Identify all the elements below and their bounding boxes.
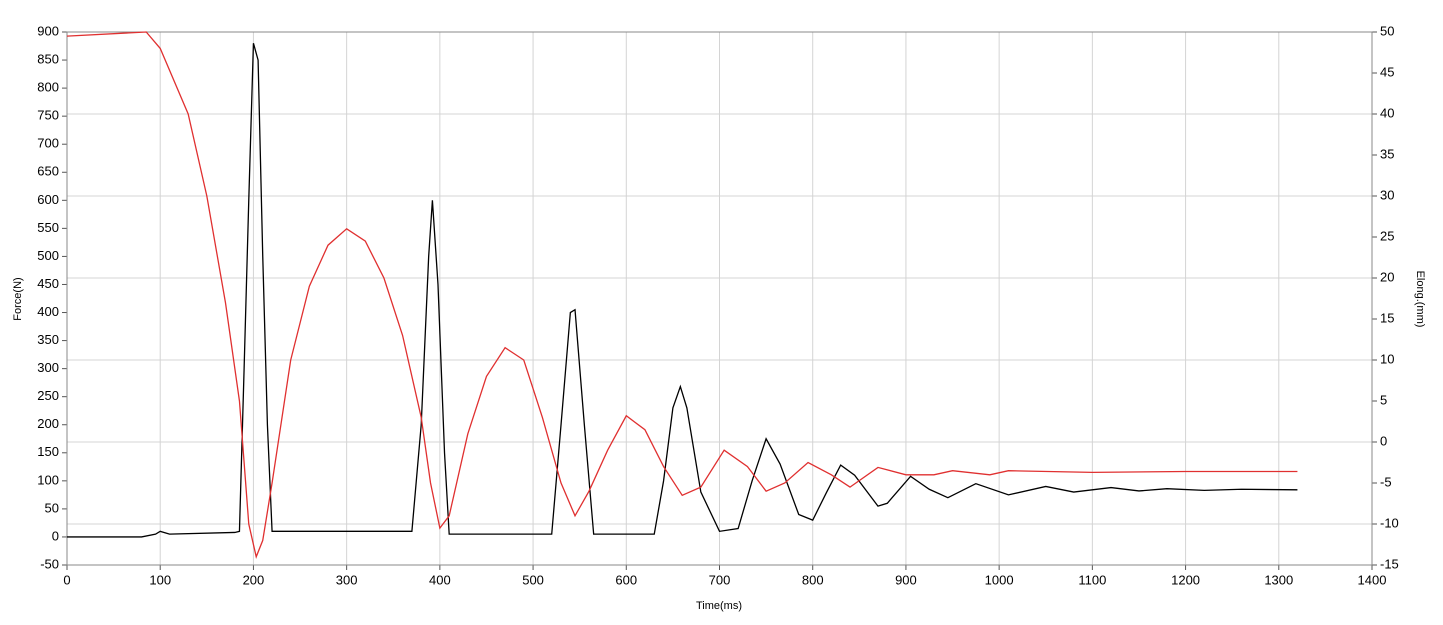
x-axis-label: Time(ms) xyxy=(696,600,742,612)
y2-tick-label: 45 xyxy=(1380,64,1394,79)
y2-tick-label: -10 xyxy=(1380,515,1399,530)
x-tick-label: 1400 xyxy=(1358,572,1387,587)
y-tick-label: 850 xyxy=(37,51,59,66)
x-tick-label: 900 xyxy=(895,572,917,587)
y2-tick-label: 40 xyxy=(1380,105,1394,120)
y-tick-label: 400 xyxy=(37,304,59,319)
y2-tick-label: 5 xyxy=(1380,392,1387,407)
y-tick-label: 500 xyxy=(37,248,59,263)
y-tick-label: 50 xyxy=(45,500,59,515)
y-tick-label: 550 xyxy=(37,220,59,235)
y-tick-label: 650 xyxy=(37,164,59,179)
y-tick-label: 900 xyxy=(37,23,59,38)
y2-tick-label: -5 xyxy=(1380,474,1392,489)
x-tick-label: 800 xyxy=(802,572,824,587)
y-tick-label: 350 xyxy=(37,332,59,347)
y-tick-label: 600 xyxy=(37,192,59,207)
x-tick-label: 600 xyxy=(615,572,637,587)
y2-tick-label: 0 xyxy=(1380,433,1387,448)
y-tick-label: -50 xyxy=(40,556,59,571)
x-tick-label: 700 xyxy=(709,572,731,587)
y2-tick-label: 20 xyxy=(1380,269,1394,284)
y-tick-label: 750 xyxy=(37,108,59,123)
y2-tick-label: 30 xyxy=(1380,187,1394,202)
y2-tick-label: 50 xyxy=(1380,23,1394,38)
y-tick-label: 100 xyxy=(37,472,59,487)
x-tick-label: 1200 xyxy=(1171,572,1200,587)
y-tick-label: 200 xyxy=(37,416,59,431)
x-tick-label: 1100 xyxy=(1078,572,1106,587)
y-tick-label: 150 xyxy=(37,444,59,459)
y2-tick-label: 15 xyxy=(1380,310,1394,325)
y2-tick-label: 10 xyxy=(1380,351,1394,366)
x-tick-label: 300 xyxy=(336,572,358,587)
y-tick-label: 300 xyxy=(37,360,59,375)
x-tick-label: 1000 xyxy=(985,572,1014,587)
y2-tick-label: -15 xyxy=(1380,556,1399,571)
y-tick-label: 800 xyxy=(37,80,59,95)
series-line xyxy=(67,43,1298,538)
x-tick-label: 1300 xyxy=(1264,572,1293,587)
x-tick-label: 0 xyxy=(63,572,70,587)
y-tick-label: 250 xyxy=(37,388,59,403)
y-tick-label: 450 xyxy=(37,276,59,291)
plot-border xyxy=(66,31,1373,566)
y-tick-label: 700 xyxy=(37,136,59,151)
x-tick-label: 100 xyxy=(149,572,171,587)
x-tick-label: 200 xyxy=(243,572,265,587)
series-line xyxy=(66,31,1298,559)
y2-tick-label: 25 xyxy=(1380,228,1394,243)
x-tick-label: 500 xyxy=(522,572,544,587)
y2-axis-label: Elong.(mm) xyxy=(1414,271,1426,328)
x-tick-label: 400 xyxy=(429,572,451,587)
y2-tick-label: 35 xyxy=(1380,146,1394,161)
y-tick-label: 0 xyxy=(52,528,59,543)
y-axis-label: Force(N) xyxy=(12,277,24,320)
